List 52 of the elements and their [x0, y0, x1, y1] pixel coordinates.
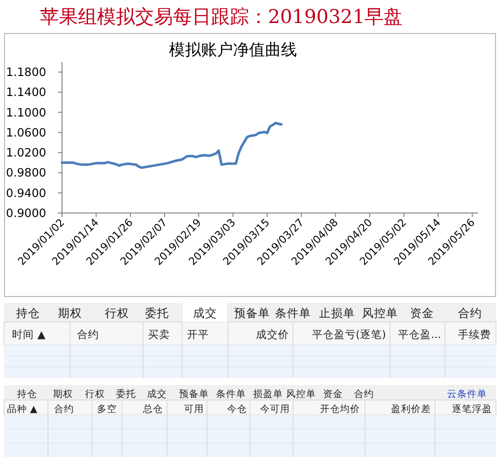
y-tick-label: 1.1000 [6, 105, 46, 120]
text: 合约 [458, 306, 482, 320]
text: 成交价 [256, 328, 289, 341]
y-tick-label: 0.9800 [6, 166, 46, 180]
text: 条件单 [216, 388, 246, 400]
text: 买卖 [148, 328, 170, 341]
text: 止损单 [319, 306, 355, 320]
text: 风控单 [286, 388, 316, 400]
text: 云条件单 [447, 388, 487, 400]
text: 今可用 [260, 403, 290, 415]
text: 资金 [323, 388, 343, 400]
text: 期权 [53, 388, 73, 400]
y-tick-label: 1.0600 [6, 125, 46, 140]
text: 逐笔浮盈 [452, 403, 492, 415]
text: 时间 ▲ [12, 328, 46, 341]
text: 合约 [354, 388, 374, 400]
text: 预备单 [234, 306, 270, 320]
text: 合约 [54, 403, 74, 415]
y-tick-label: 0.9400 [6, 186, 46, 200]
line-series [60, 122, 283, 169]
y-tick-label: 0.9000 [6, 206, 46, 220]
text: 可用 [184, 404, 204, 415]
text: 平仓盈... [398, 329, 441, 341]
text: 条件单 [275, 306, 311, 320]
text: 品种 ▲ [7, 403, 38, 415]
text: 损盈单 [253, 388, 283, 400]
text: 合约 [77, 328, 99, 341]
text: 平仓盈亏(逐笔) [312, 328, 386, 341]
text: 行权 [105, 306, 129, 320]
y-tick-label: 1.1400 [6, 85, 46, 100]
text: 总仓 [142, 403, 163, 415]
text: 行权 [85, 388, 105, 400]
chart-title: 模拟账户净值曲线 [169, 40, 297, 59]
text: 期权 [58, 306, 82, 320]
text: 开平 [187, 329, 209, 341]
text: 盈利价差 [391, 403, 431, 415]
text: 委托 [145, 306, 169, 320]
text: 成交 [147, 388, 167, 400]
text: 多空 [97, 403, 117, 415]
text: 持仓 [16, 306, 40, 320]
text: 风控单 [362, 306, 398, 320]
text: 资金 [410, 306, 434, 320]
y-tick-label: 1.1800 [6, 65, 46, 80]
text: 委托 [116, 388, 136, 400]
text: 苹果组模拟交易每日跟踪：20190321早盘 [40, 6, 403, 28]
text: 今仓 [227, 403, 247, 415]
text: 预备单 [179, 388, 209, 400]
text: 开仓均价 [320, 403, 360, 415]
text: 成交 [193, 306, 217, 320]
y-tick-label: 1.0200 [6, 146, 46, 160]
text: 持仓 [17, 388, 37, 400]
text: 手续费 [458, 328, 491, 341]
